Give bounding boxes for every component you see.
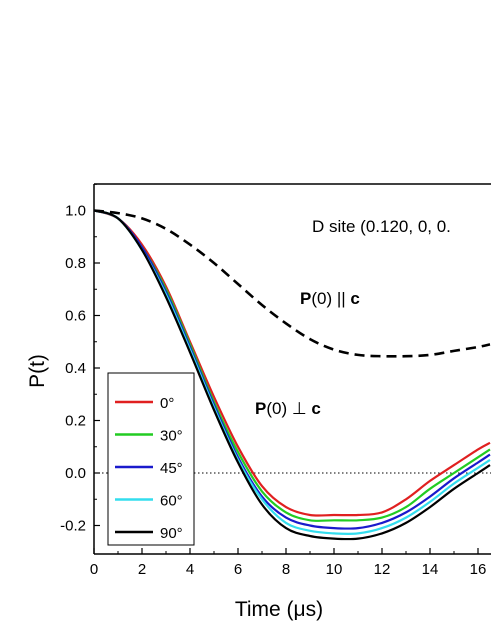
legend-box <box>107 372 195 546</box>
x-tick-label: 4 <box>186 561 194 578</box>
y-axis-title: P(t) <box>26 354 49 388</box>
legend-label: 60° <box>160 493 183 510</box>
series-line-parallel <box>94 209 491 358</box>
y-tick-label: 0.4 <box>65 360 86 377</box>
x-tick-label: 14 <box>422 561 439 578</box>
y-tick-label: -0.2 <box>60 518 86 535</box>
legend: 0° 30° 45° 60° 90° <box>107 372 195 546</box>
x-tick-label: 6 <box>234 561 242 578</box>
y-ticks: -0.2 0.0 0.2 0.4 0.6 0.8 1.0 <box>60 183 100 535</box>
x-tick-label: 8 <box>282 561 290 578</box>
y-tick-label: 0.8 <box>65 255 86 272</box>
x-tick-label: 0 <box>90 561 98 578</box>
x-tick-label: 12 <box>374 561 391 578</box>
series-line-0 <box>94 209 491 517</box>
y-tick-label: 1.0 <box>65 203 86 220</box>
legend-label: 30° <box>160 428 183 445</box>
legend-label: 90° <box>160 525 183 542</box>
legend-label: 0° <box>160 395 174 412</box>
y-tick-label: 0.0 <box>65 465 86 482</box>
parallel-annotation: P(0) || c <box>300 289 360 308</box>
series-line-2 <box>94 209 491 530</box>
legend-label: 45° <box>160 460 183 477</box>
x-tick-label: 2 <box>138 561 146 578</box>
perpendicular-annotation: P(0) ⊥ c <box>255 399 321 418</box>
series-lines <box>94 209 491 541</box>
y-tick-label: 0.6 <box>65 308 86 325</box>
x-ticks: 0 2 4 6 8 10 12 14 16 <box>90 548 487 578</box>
y-tick-label: 0.2 <box>65 413 86 430</box>
site-annotation: D site (0.120, 0, 0. <box>312 217 451 236</box>
x-tick-label: 10 <box>326 561 343 578</box>
x-axis-title: Time (μs) <box>235 598 323 621</box>
series-line-4 <box>94 209 491 541</box>
x-tick-label: 16 <box>470 561 487 578</box>
legend-items: 0° 30° 45° 60° 90° <box>115 395 183 542</box>
